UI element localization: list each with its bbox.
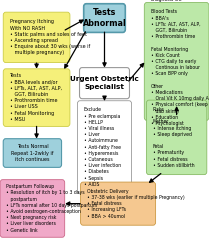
FancyBboxPatch shape bbox=[146, 100, 207, 174]
Text: Exclude
• Pre eclampsia
• HELLP
• Viral illness
• Liver
• Autoimmune
• Anti-fatt: Exclude • Pre eclampsia • HELLP • Viral … bbox=[84, 107, 121, 187]
FancyBboxPatch shape bbox=[80, 182, 155, 225]
Text: Tests Normal
Repeat 1-2wkly if
itch continues: Tests Normal Repeat 1-2wkly if itch cont… bbox=[11, 144, 54, 162]
Text: Tests
Abnormal: Tests Abnormal bbox=[83, 8, 126, 28]
FancyBboxPatch shape bbox=[77, 101, 132, 193]
FancyBboxPatch shape bbox=[79, 67, 129, 99]
FancyBboxPatch shape bbox=[0, 180, 65, 237]
Text: Risks

Mother
• Intense itching
• Sleep deprived

Fetal
• Prematurity
• Fetal di: Risks Mother • Intense itching • Sleep d… bbox=[153, 107, 194, 168]
FancyBboxPatch shape bbox=[3, 12, 70, 63]
Text: Obstetric Delivery
• 37-38 wks (earlier if multiple Pregnancy)
• Fetal distress
: Obstetric Delivery • 37-38 wks (earlier … bbox=[87, 189, 185, 219]
FancyBboxPatch shape bbox=[84, 4, 125, 32]
Text: Tests
• BBA levels and/or
• LFTs, ALT, AST, ALP,
   GGT, Bilirubin
• Prothrombin: Tests • BBA levels and/or • LFTs, ALT, A… bbox=[9, 74, 61, 122]
Text: Postpartum Followup
• Resolution of itch by 1 to 3 days
   postpartum
• LFTs nor: Postpartum Followup • Resolution of itch… bbox=[6, 184, 98, 233]
Text: Urgent Obstetric
Specialist: Urgent Obstetric Specialist bbox=[70, 76, 139, 90]
FancyBboxPatch shape bbox=[3, 139, 62, 167]
Text: Diagnosis OC

Blood Tests
• BBA's
• LFTs: ALT, AST, ALP,
   GGT, Bilirubin
• Pro: Diagnosis OC Blood Tests • BBA's • LFTs:… bbox=[150, 0, 209, 126]
Text: Pregnancy Itching
With NO RASH
• Static palms and soles of feet
• Ascending spre: Pregnancy Itching With NO RASH • Static … bbox=[9, 19, 90, 55]
FancyBboxPatch shape bbox=[144, 2, 209, 120]
FancyBboxPatch shape bbox=[3, 69, 70, 126]
